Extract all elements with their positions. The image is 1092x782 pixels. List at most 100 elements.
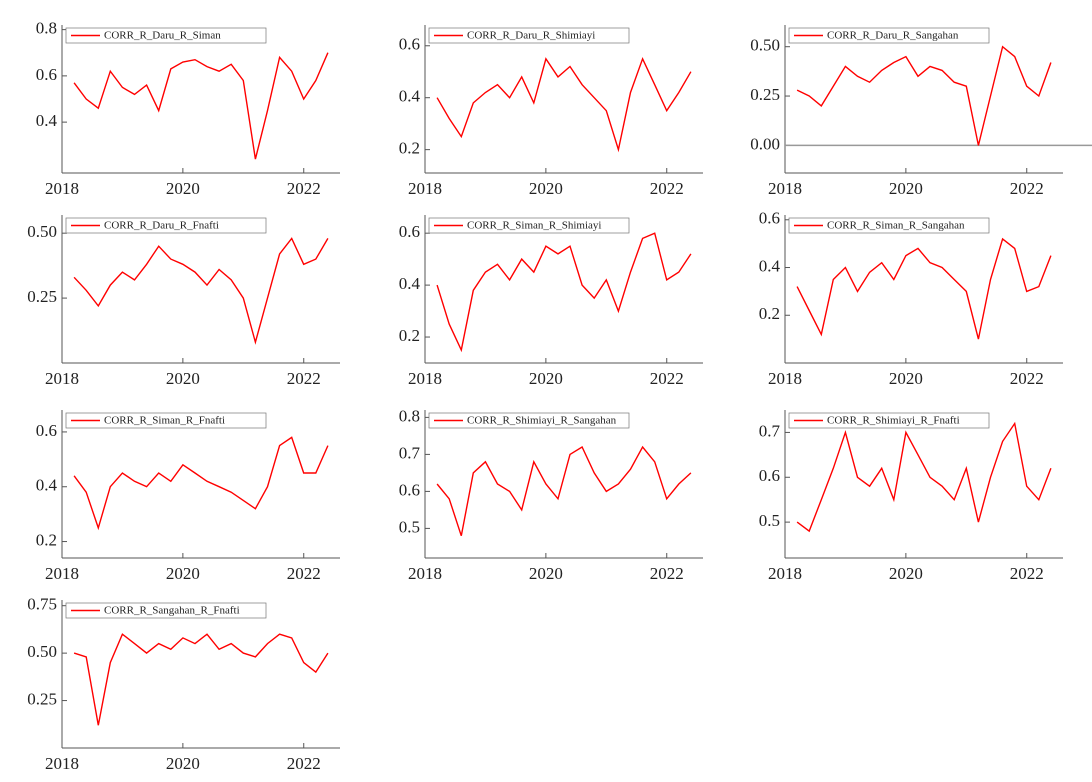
x-tick-label: 2020 [529,369,563,388]
legend-label: CORR_R_Shimiayi_R_Fnafti [827,415,960,427]
series-line [436,232,692,353]
series-line [796,421,1052,533]
chart-panel: 0.50 0.25 0.00 2018 2020 2022 CORR_R_Daru_R_Sa… [750,25,1092,198]
legend-label: CORR_R_Sangahan_R_Fnafti [104,605,240,617]
y-tick-label: 0.00 [750,134,780,153]
y-tick-label: 0.8 [399,406,420,425]
x-tick-label: 2022 [287,369,321,388]
series-line [73,52,329,160]
y-tick-label: 0.7 [759,421,781,440]
legend: CORR_R_Daru_R_Sangahan [788,27,990,44]
legend-label: CORR_R_Daru_R_Fnafti [104,220,219,232]
legend-box [788,412,990,429]
x-tick-label: 2022 [287,179,321,198]
series-line [436,56,692,153]
legend: CORR_R_Sangahan_R_Fnafti [65,602,267,619]
x-tick-label: 2018 [45,369,79,388]
legend-label: CORR_R_Daru_R_Siman [104,30,221,42]
x-tick-label: 2018 [768,369,802,388]
legend: CORR_R_Siman_R_Shimiayi [428,217,630,234]
series-line [796,45,1052,146]
x-tick-label: 2020 [166,564,200,583]
x-tick-label: 2018 [408,179,442,198]
x-tick-label: 2020 [889,564,923,583]
x-tick-label: 2022 [287,754,321,773]
chart-panel: 0.5 0.6 0.7 2018 2020 2022 CORR_R_Shimiayi_R_F… [759,410,1063,583]
y-tick-label: 0.4 [759,256,781,275]
x-tick-label: 2020 [166,179,200,198]
y-tick-label: 0.8 [36,19,57,38]
y-tick-label: 0.4 [399,274,421,293]
chart-panel: 0.4 0.6 0.8 2018 2020 2022 CORR_R_Daru_R_Siman [36,19,340,198]
y-tick-label: 0.2 [759,304,780,323]
x-tick-label: 2022 [287,564,321,583]
legend-label: CORR_R_Siman_R_Shimiayi [467,220,601,232]
legend-label: CORR_R_Siman_R_Sangahan [827,220,965,232]
y-tick-label: 0.4 [36,476,58,495]
x-tick-label: 2022 [1010,369,1044,388]
y-tick-label: 0.50 [27,222,57,241]
y-tick-label: 0.6 [759,209,780,228]
y-tick-label: 0.4 [399,87,421,106]
legend-box [788,217,990,234]
legend-label: CORR_R_Siman_R_Fnafti [104,415,225,427]
y-tick-label: 0.4 [36,111,58,130]
y-tick-label: 0.6 [399,35,420,54]
y-tick-label: 0.75 [27,595,57,614]
y-tick-label: 0.6 [399,222,420,241]
y-tick-label: 0.2 [36,530,57,549]
y-tick-label: 0.6 [36,421,57,440]
legend-label: CORR_R_Daru_R_Shimiayi [467,30,595,42]
y-tick-label: 0.25 [27,287,57,306]
y-tick-label: 0.5 [399,517,420,536]
y-tick-label: 0.6 [36,65,57,84]
legend-label: CORR_R_Shimiayi_R_Sangahan [467,415,617,427]
legend-box [428,217,630,234]
series-line [73,436,329,531]
y-tick-label: 0.6 [759,466,780,485]
legend: CORR_R_Daru_R_Fnafti [65,217,267,234]
x-tick-label: 2022 [650,564,684,583]
chart-panel: 0.75 0.50 0.25 2018 2020 2022 CORR_R_Sangahan_… [27,595,340,773]
y-tick-label: 0.50 [750,36,780,55]
y-tick-label: 0.50 [27,642,57,661]
chart-panel: 0.5 0.6 0.7 0.8 2018 2020 2022 CORR_R_Shimiayi_… [399,406,703,583]
x-tick-label: 2018 [408,564,442,583]
y-tick-label: 0.25 [750,85,780,104]
series-line [73,237,329,345]
series-line [73,633,329,726]
legend: CORR_R_Siman_R_Fnafti [65,412,267,429]
x-tick-label: 2020 [166,369,200,388]
legend-box [428,27,630,44]
x-tick-label: 2018 [45,179,79,198]
x-tick-label: 2018 [45,564,79,583]
x-tick-label: 2020 [166,754,200,773]
legend: CORR_R_Shimiayi_R_Fnafti [788,412,990,429]
x-tick-label: 2018 [768,564,802,583]
y-tick-label: 0.6 [399,480,420,499]
legend-label: CORR_R_Daru_R_Sangahan [827,30,959,42]
legend: CORR_R_Daru_R_Shimiayi [428,27,630,44]
legend: CORR_R_Shimiayi_R_Sangahan [428,412,630,429]
legend-box [65,27,267,44]
x-tick-label: 2022 [1010,179,1044,198]
chart-panel: 0.50 0.25 2018 2020 2022 CORR_R_Daru_R_Fnafti [27,215,340,388]
y-tick-label: 0.5 [759,511,780,530]
legend-box [65,602,267,619]
y-tick-label: 0.25 [27,689,57,708]
y-tick-label: 0.2 [399,139,420,158]
chart-panel: 0.2 0.4 0.6 2018 2020 2022 CORR_R_Daru_R_Shimi… [399,25,703,198]
x-tick-label: 2018 [768,179,802,198]
x-tick-label: 2020 [529,564,563,583]
x-tick-label: 2020 [889,179,923,198]
x-tick-label: 2020 [529,179,563,198]
x-tick-label: 2022 [1010,564,1044,583]
x-tick-label: 2022 [650,369,684,388]
x-tick-label: 2018 [45,754,79,773]
legend-box [65,217,267,234]
x-tick-label: 2020 [889,369,923,388]
legend: CORR_R_Daru_R_Siman [65,27,267,44]
chart-panel: 0.2 0.4 0.6 2018 2020 2022 CORR_R_Siman_R_Sang… [759,209,1063,388]
chart-panel: 0.2 0.4 0.6 2018 2020 2022 CORR_R_Siman_R_Shim… [399,215,703,388]
